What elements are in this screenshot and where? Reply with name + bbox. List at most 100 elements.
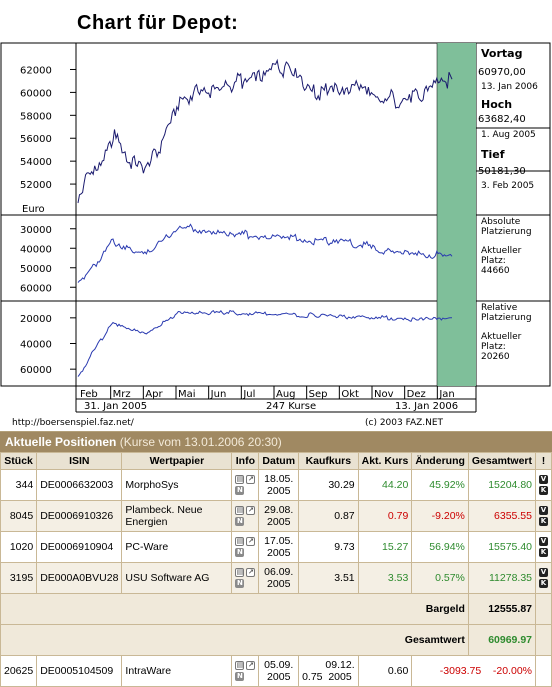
end-date: 13. Jan 2006	[395, 401, 458, 412]
month-label: Jan	[438, 389, 454, 400]
info-icons[interactable]: ▤ ↗ N	[235, 506, 256, 526]
chart-icon[interactable]: ↗	[246, 568, 256, 577]
date-cell: 06.09. 2005	[259, 563, 299, 593]
info-icons[interactable]: ▤ ↗ N	[235, 568, 256, 588]
month-label: Jun	[210, 389, 227, 400]
position-row: 8045 DE0006910326 Plambeck. Neue Energien ▤…	[1, 501, 551, 531]
buy-date-cell: 05.09. 2005	[259, 656, 299, 686]
positions-subtitle: (Kurse vom 13.01.2006 20:30)	[119, 435, 282, 449]
notes-icon[interactable]: N	[235, 672, 245, 681]
notes-icon[interactable]: N	[235, 517, 245, 526]
chart-icon[interactable]: ↗	[246, 537, 256, 546]
month-axis: Feb Mrz Apr Mai Jun Jul Aug Sep Okt Nov Dez Jan	[80, 386, 455, 400]
closed-position-row: 20625 DE0005104509 IntraWare ▤ ↗ N 05.09. 2005 0…	[1, 656, 551, 686]
stueck-cell: 3195	[1, 563, 37, 593]
positions-header: Aktuelle Positionen (Kurse vom 13.01.200…	[0, 432, 552, 452]
copyright-text: (c) 2003 FAZ.NET	[365, 418, 444, 428]
news-icon[interactable]: ▤	[235, 537, 245, 546]
current-price-cell: 15.27	[358, 532, 412, 562]
hoch-date: 1. Aug 2005	[481, 130, 536, 140]
start-date: 31. Jan 2005	[84, 401, 147, 412]
date-cell: 29.08. 2005	[259, 501, 299, 531]
buy-price-cell: 9.73	[299, 532, 358, 562]
isin-cell: DE0006910904	[37, 532, 122, 562]
sell-icon[interactable]: V	[539, 568, 548, 577]
abs-tick-label: 50000	[20, 264, 52, 275]
stueck-cell: 8045	[1, 501, 37, 531]
chart-title: Chart für Depot:	[77, 12, 239, 34]
notes-icon[interactable]: N	[235, 548, 245, 557]
chart-icon[interactable]: ↗	[246, 661, 256, 670]
position-row: 3195 DE000A0BVU28 USU Software AG ▤ ↗ N 06.09.…	[1, 563, 551, 593]
month-label: Nov	[374, 389, 394, 400]
buy-icon[interactable]: K	[539, 548, 548, 557]
total-value-cell: 15204.80	[468, 470, 535, 500]
info-icons[interactable]: ▤ ↗ N	[235, 475, 256, 495]
col-wertpapier-header: Wertpapier	[122, 453, 232, 469]
currency-label: Euro	[22, 204, 45, 215]
buy-price-cell: 3.51	[299, 563, 358, 593]
security-name-link[interactable]: USU Software AG	[122, 563, 232, 593]
buy-price-cell: 0.87	[299, 501, 358, 531]
chart-icon[interactable]: ↗	[246, 475, 256, 484]
info-cell: ▤ ↗ N	[232, 656, 259, 686]
isin-cell: DE0005104509	[37, 656, 122, 686]
security-name-link[interactable]: MorphoSys	[122, 470, 232, 500]
news-icon[interactable]: ▤	[235, 506, 245, 515]
news-icon[interactable]: ▤	[235, 475, 245, 484]
depot-chart: 62000 60000 58000 56000 54000 52000 Euro 3000…	[0, 42, 551, 428]
abs-tick-label: 60000	[20, 283, 52, 294]
month-label: Dez	[407, 389, 426, 400]
relative-ranking-line	[77, 309, 453, 377]
info-cell: ▤ ↗ N	[232, 563, 259, 593]
col-akt-kurs-header: Akt. Kurs	[358, 453, 412, 469]
price-axis: 62000 60000 58000 56000 54000 52000	[20, 65, 76, 191]
notes-icon[interactable]: N	[235, 486, 245, 495]
date-cell: 18.05. 2005	[259, 470, 299, 500]
positions-table: Stück ISIN Wertpapier Info Datum Kaufkurs Akt.…	[0, 452, 552, 687]
month-label: Mrz	[113, 389, 131, 400]
security-name-link[interactable]: PC-Ware	[122, 532, 232, 562]
col-aenderung-header: Änderung	[412, 453, 468, 469]
relative-axis: 20000 40000 60000	[20, 314, 76, 376]
info-icons[interactable]: ▤ ↗ N	[235, 661, 256, 681]
security-name-link[interactable]: Plambeck. Neue Energien	[122, 501, 232, 531]
tief-label: Tief	[481, 148, 505, 161]
sell-icon[interactable]: V	[539, 506, 548, 515]
sell-icon[interactable]: V	[539, 537, 548, 546]
news-icon[interactable]: ▤	[235, 568, 245, 577]
month-label: Jul	[242, 389, 255, 400]
col-kaufkurs-header: Kaufkurs	[299, 453, 358, 469]
rel-title-1: Relative	[481, 303, 518, 313]
buy-icon[interactable]: K	[539, 486, 548, 495]
col-gesamtwert-header: Gesamtwert	[468, 453, 535, 469]
notes-icon[interactable]: N	[235, 579, 245, 588]
price-tick-label: 56000	[20, 134, 52, 145]
total-value-cell: 15575.40	[468, 532, 535, 562]
buy-icon[interactable]: K	[539, 579, 548, 588]
abs-title-2: Platzierung	[481, 227, 532, 237]
price-tick-label: 58000	[20, 111, 52, 122]
rel-place-label: Platz:	[481, 342, 506, 352]
news-icon[interactable]: ▤	[235, 661, 245, 670]
sell-price-cell: 0.60	[358, 656, 412, 686]
date-cell: 17.05. 2005	[259, 532, 299, 562]
sell-icon[interactable]: V	[539, 475, 548, 484]
isin-cell: DE0006632003	[37, 470, 122, 500]
chart-icon[interactable]: ↗	[246, 506, 256, 515]
change-cell: 45.92%	[412, 470, 468, 500]
total-label: Gesamtwert	[1, 625, 468, 655]
buy-icon[interactable]: K	[539, 517, 548, 526]
price-tick-label: 62000	[20, 65, 52, 76]
security-name-link[interactable]: IntraWare	[122, 656, 232, 686]
stueck-cell: 344	[1, 470, 37, 500]
source-link[interactable]: http://boersenspiel.faz.net/	[12, 418, 135, 428]
info-icons[interactable]: ▤ ↗ N	[235, 537, 256, 557]
rel-current-label: Aktueller	[481, 332, 522, 342]
absolute-axis: 30000 40000 50000 60000	[20, 225, 76, 294]
